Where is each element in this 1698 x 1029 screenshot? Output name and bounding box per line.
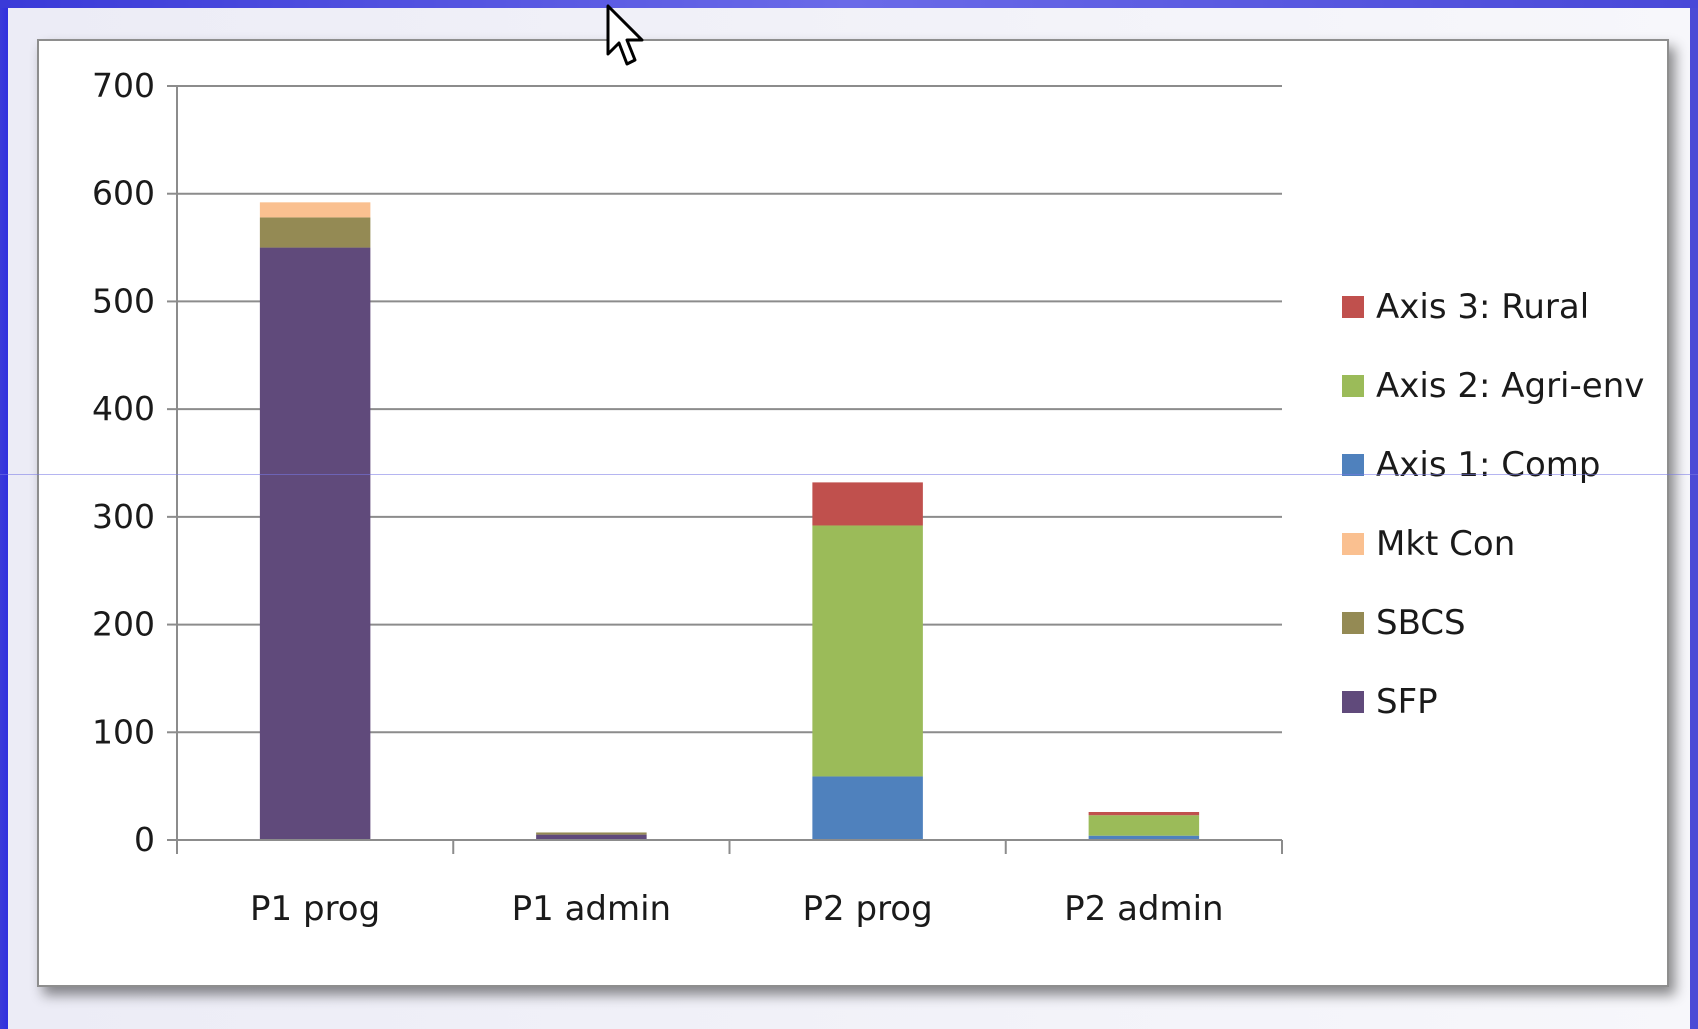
y-tick-label: 300: [92, 497, 155, 536]
legend-label: Axis 1: Comp: [1376, 445, 1601, 485]
legend-swatch: [1342, 533, 1364, 555]
legend-swatch: [1342, 454, 1364, 476]
axes: 0 100 200 300 400 500 600 700 P1 prog P1 admin P2 …: [92, 66, 1283, 929]
bar-segment-sfp: [259, 247, 371, 841]
legend-label: SFP: [1376, 682, 1438, 722]
window-top-band: [0, 0, 1698, 8]
bars: [259, 202, 1200, 841]
x-category-label: P1 prog: [250, 889, 380, 929]
y-tick-label: 700: [92, 66, 155, 105]
bar-segment-axis-2-agri-env: [1088, 815, 1200, 836]
y-tick-label: 400: [92, 389, 155, 428]
mouse-pointer-icon: [606, 4, 646, 72]
chart-frame: 0 100 200 300 400 500 600 700 P1 prog P1 admin P2 …: [37, 39, 1669, 987]
y-tick-label: 100: [92, 712, 155, 751]
legend-label: Mkt Con: [1376, 524, 1515, 564]
bar-segment-axis-3-rural: [812, 482, 923, 526]
stacked-bar-chart: 0 100 200 300 400 500 600 700 P1 prog P1 admin P2 …: [92, 66, 1644, 929]
legend-swatch: [1342, 296, 1364, 318]
bar-segment-axis-1-comp: [1088, 835, 1200, 840]
legend-swatch: [1342, 612, 1364, 634]
legend-swatch: [1342, 375, 1364, 397]
x-category-label: P2 prog: [803, 889, 933, 929]
y-tick-label: 0: [134, 820, 155, 859]
bar-segment-mkt-con: [259, 202, 371, 218]
legend-swatch: [1342, 691, 1364, 713]
bar-segment-sfp: [536, 834, 647, 840]
legend-label: Axis 3: Rural: [1376, 287, 1589, 327]
bar-segment-sbcs: [536, 832, 647, 835]
horizontal-guide-line: [0, 474, 1698, 475]
legend-label: Axis 2: Agri-env: [1376, 366, 1644, 406]
y-tick-label: 600: [92, 174, 155, 213]
y-tick-label: 200: [92, 605, 155, 644]
bar-segment-axis-3-rural: [1088, 811, 1200, 816]
bar-segment-sbcs: [259, 217, 371, 248]
legend: Axis 3: Rural Axis 2: Agri-env Axis 1: Com…: [1342, 287, 1644, 722]
bar-segment-axis-2-agri-env: [812, 525, 923, 777]
x-category-label: P2 admin: [1064, 889, 1223, 929]
legend-label: SBCS: [1376, 603, 1466, 643]
bar-segment-axis-1-comp: [812, 776, 923, 840]
y-tick-label: 500: [92, 281, 155, 320]
x-category-label: P1 admin: [512, 889, 671, 929]
